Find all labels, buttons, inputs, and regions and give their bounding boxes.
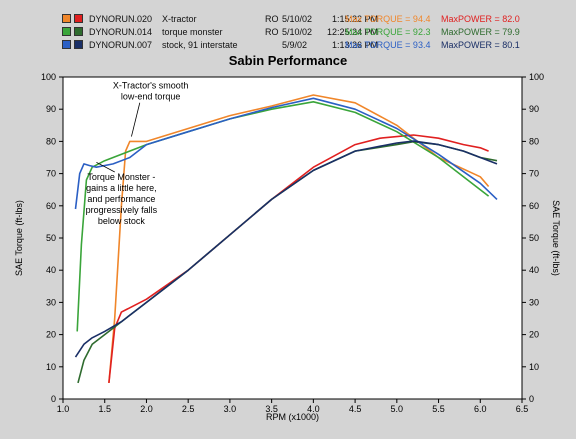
legend-description: torque monster	[162, 27, 223, 37]
y-tick-label-left: 10	[46, 362, 56, 372]
y-tick-label-left: 80	[46, 136, 56, 146]
legend-max-power: MaxPOWER = 80.1	[441, 40, 520, 50]
y-tick-label-right: 40	[529, 265, 539, 275]
series-line	[108, 94, 490, 383]
annotation-line: Torque Monster -	[87, 172, 155, 182]
x-tick-label: 4.5	[349, 404, 362, 414]
y-tick-label-left: 20	[46, 330, 56, 340]
legend-row: DYNORUN.007 stock, 91 interstate 5/9/02 1:1…	[62, 39, 572, 51]
legend-description: X-tractor	[162, 14, 197, 24]
annotation-line: progressively falls	[86, 205, 158, 215]
y-tick-label-right: 90	[529, 104, 539, 114]
y-axis-label-right: SAE Torque (ft-lbs)	[551, 200, 561, 276]
series-line	[74, 140, 498, 358]
y-tick-label-right: 0	[529, 394, 534, 404]
legend-run-name: DYNORUN.020	[89, 14, 153, 24]
x-tick-label: 2.5	[182, 404, 195, 414]
legend-swatch-power	[74, 14, 83, 23]
annotation-line: gains a little here,	[86, 183, 157, 193]
annotation-line: below stock	[98, 216, 146, 226]
x-tick-label: 5.5	[432, 404, 445, 414]
y-tick-label-left: 60	[46, 201, 56, 211]
y-tick-label-right: 50	[529, 233, 539, 243]
annotation: Torque Monster -gains a little here, and …	[86, 172, 158, 226]
y-tick-label-right: 30	[529, 297, 539, 307]
legend-run-name: DYNORUN.014	[89, 27, 153, 37]
annotation: X-Tractor's smooth low-end torque	[113, 80, 188, 101]
y-tick-label-right: 10	[529, 362, 539, 372]
series-line	[108, 134, 489, 383]
legend-date: 5/9/02	[282, 40, 308, 50]
legend-max-power: MaxPOWER = 82.0	[441, 14, 520, 24]
annotation-leader	[131, 102, 141, 137]
y-tick-label-right: 100	[529, 72, 544, 82]
legend-max-power: MaxPOWER = 79.9	[441, 27, 520, 37]
annotation-line: X-Tractor's smooth	[113, 80, 188, 90]
x-tick-label: 6.0	[474, 404, 487, 414]
legend-max-torque: Max TORQUE = 94.4	[345, 14, 431, 24]
legend-swatch-torque	[62, 27, 71, 36]
x-tick-label: 5.0	[391, 404, 404, 414]
y-tick-label-right: 70	[529, 169, 539, 179]
annotation-leader	[96, 161, 115, 173]
plot-area	[62, 76, 523, 400]
annotation-line: low-end torque	[121, 91, 181, 101]
x-tick-label: 4.0	[307, 404, 320, 414]
legend-time: 12:25:24 PM	[326, 27, 378, 37]
legend-date: 5/10/02	[282, 27, 313, 37]
legend-row: DYNORUN.020 X-tractor RO 5/10/02 1:15:22 PM M…	[62, 13, 572, 25]
y-tick-label-left: 90	[46, 104, 56, 114]
chart-title: Sabin Performance	[228, 53, 348, 68]
y-tick-label-left: 100	[41, 72, 56, 82]
legend-swatch-power	[74, 27, 83, 36]
legend-swatch-power	[74, 40, 83, 49]
x-tick-label: 3.5	[265, 404, 278, 414]
y-tick-label-left: 50	[46, 233, 56, 243]
y-tick-label-right: 20	[529, 330, 539, 340]
legend-swatch-torque	[62, 14, 71, 23]
y-tick-label-right: 60	[529, 201, 539, 211]
x-axis-label: RPM (x1000)	[266, 412, 319, 422]
x-tick-label: 6.5	[516, 404, 529, 414]
y-tick-label-right: 80	[529, 136, 539, 146]
legend-run-name: DYNORUN.007	[89, 40, 153, 50]
y-tick-label-left: 0	[51, 394, 56, 404]
legend-row: DYNORUN.014 torque monster RO 5/10/02 12:25:…	[62, 26, 572, 38]
legend-ro: RO	[265, 14, 279, 24]
annotation-line: and performance	[87, 194, 155, 204]
x-tick-label: 3.0	[224, 404, 237, 414]
legend-max-torque: Max TORQUE = 92.3	[345, 27, 431, 37]
legend-swatch-torque	[62, 40, 71, 49]
legend-ro: RO	[265, 27, 279, 37]
legend-date: 5/10/02	[282, 14, 313, 24]
y-tick-label-left: 40	[46, 265, 56, 275]
x-tick-label: 2.0	[140, 404, 153, 414]
x-tick-label: 1.5	[98, 404, 111, 414]
legend-description: stock, 91 interstate	[162, 40, 238, 50]
y-tick-label-left: 70	[46, 169, 56, 179]
legend-max-torque: Max TORQUE = 93.4	[345, 40, 431, 50]
y-axis-label-left: SAE Torque (ft-lbs)	[14, 200, 24, 276]
y-tick-label-left: 30	[46, 297, 56, 307]
legend-time: 1:13:26 PM	[331, 40, 378, 50]
x-tick-label: 1.0	[57, 404, 70, 414]
series-line	[74, 97, 498, 210]
legend-time: 1:15:22 PM	[331, 14, 378, 24]
